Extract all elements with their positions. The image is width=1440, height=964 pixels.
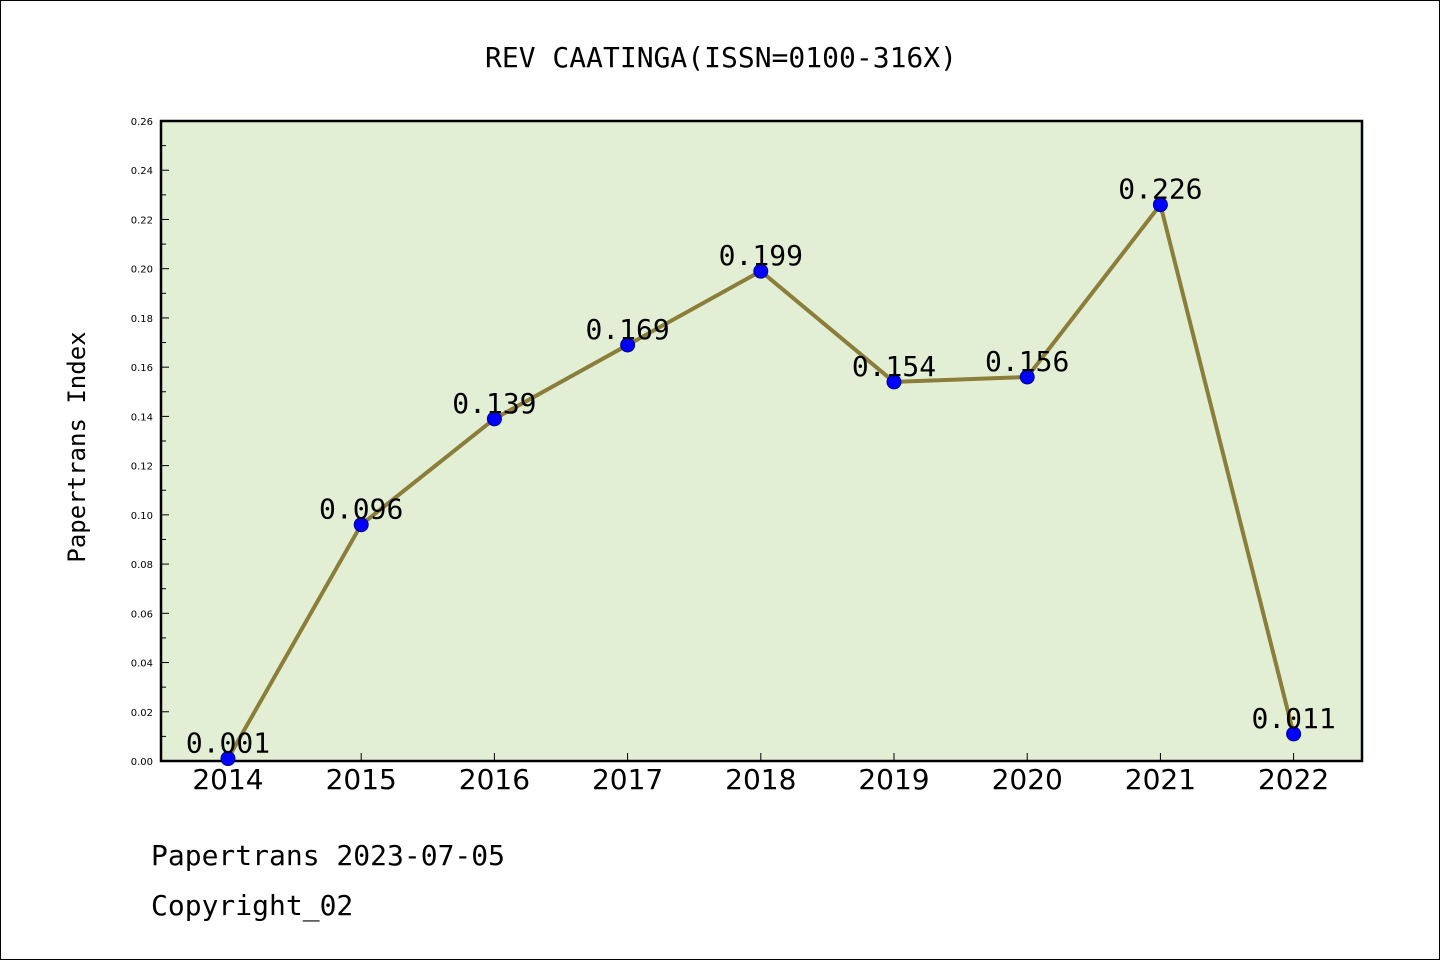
y-tick-label: 0.06 bbox=[131, 609, 153, 620]
data-label: 0.199 bbox=[719, 239, 803, 272]
y-tick-label: 0.14 bbox=[131, 412, 153, 423]
x-tick-label: 2018 bbox=[725, 763, 796, 796]
data-point bbox=[353, 517, 369, 533]
x-tick-label: 2022 bbox=[1258, 763, 1329, 796]
x-tick-label: 2015 bbox=[326, 763, 397, 796]
y-tick-label: 0.02 bbox=[131, 708, 153, 719]
y-tick-label: 0.20 bbox=[131, 265, 153, 276]
footer-copyright: Copyright_02 bbox=[151, 889, 353, 923]
data-point bbox=[1152, 197, 1168, 213]
y-tick-label: 0.22 bbox=[131, 215, 153, 226]
y-tick-label: 0.08 bbox=[131, 560, 153, 571]
y-tick-label: 0.04 bbox=[131, 659, 153, 670]
data-label: 0.096 bbox=[319, 493, 403, 526]
x-tick-label: 2020 bbox=[992, 763, 1063, 796]
x-tick-label: 2017 bbox=[592, 763, 663, 796]
x-tick-label: 2014 bbox=[192, 763, 263, 796]
data-point bbox=[220, 751, 236, 767]
chart-title: REV CAATINGA(ISSN=0100-316X) bbox=[485, 41, 957, 74]
plot-area bbox=[159, 119, 1364, 763]
y-tick-label: 0.00 bbox=[131, 757, 153, 768]
data-point bbox=[1019, 369, 1035, 385]
x-tick-label: 2019 bbox=[858, 763, 929, 796]
x-tick-label: 2016 bbox=[459, 763, 530, 796]
data-label: 0.154 bbox=[852, 350, 936, 383]
y-axis-label: Papertrans Index bbox=[63, 331, 91, 562]
data-point bbox=[1286, 726, 1302, 742]
data-label: 0.156 bbox=[985, 345, 1069, 378]
y-tick-label: 0.12 bbox=[131, 462, 153, 473]
data-markers bbox=[220, 197, 1302, 767]
y-tick-label: 0.18 bbox=[131, 314, 153, 325]
data-labels: 0.001 0.096 0.139 0.169 0.199 0.154 0.156 0.226… bbox=[186, 173, 1336, 760]
y-tick-label: 0.10 bbox=[131, 511, 153, 522]
data-label: 0.011 bbox=[1251, 702, 1335, 735]
data-label: 0.139 bbox=[452, 387, 536, 420]
data-point bbox=[620, 337, 636, 353]
footer-date: Papertrans 2023-07-05 bbox=[151, 839, 505, 872]
x-axis: 2014 2015 2016 2017 2018 2019 2020 2021 2022 bbox=[192, 753, 1329, 796]
y-tick-label: 0.26 bbox=[131, 117, 153, 128]
y-tick-label: 0.24 bbox=[131, 166, 153, 177]
data-label: 0.226 bbox=[1118, 173, 1202, 206]
x-tick-label: 2021 bbox=[1125, 763, 1196, 796]
y-axis: 0.00 0.02 0.04 0.06 0.08 0.10 0.12 0.14 0.16 0.18… bbox=[131, 117, 169, 768]
data-point bbox=[753, 263, 769, 279]
data-label: 0.001 bbox=[186, 727, 270, 760]
data-label: 0.169 bbox=[585, 313, 669, 346]
data-point bbox=[486, 411, 502, 427]
y-tick-label: 0.16 bbox=[131, 363, 153, 374]
data-point bbox=[886, 374, 902, 390]
